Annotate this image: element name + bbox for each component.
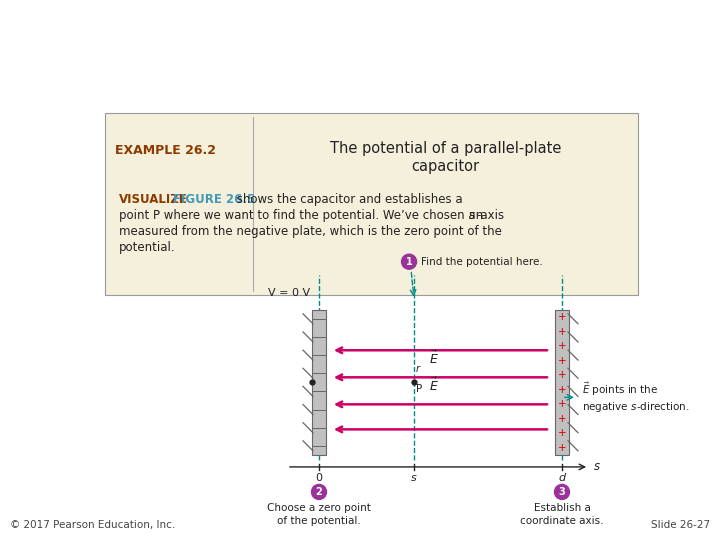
Text: s: s (411, 473, 417, 483)
Text: +: + (558, 399, 567, 409)
Text: Example 26.2 The Potential of a Parallel-Plate
Capacitor: Example 26.2 The Potential of a Parallel… (13, 14, 662, 66)
Text: © 2017 Pearson Education, Inc.: © 2017 Pearson Education, Inc. (10, 520, 175, 530)
Circle shape (554, 484, 570, 500)
Bar (555, 310, 569, 455)
Text: +: + (558, 312, 567, 322)
Text: s: s (469, 208, 475, 221)
Text: measured from the negative plate, which is the zero point of the: measured from the negative plate, which … (119, 225, 502, 238)
Text: +: + (558, 443, 567, 453)
Text: EXAMPLE 26.2: EXAMPLE 26.2 (115, 144, 216, 157)
Text: coordinate axis.: coordinate axis. (521, 516, 604, 526)
Text: point P where we want to find the potential. We’ve chosen an: point P where we want to find the potent… (119, 208, 487, 221)
Bar (312, 310, 326, 455)
Text: P: P (416, 384, 423, 394)
Text: +: + (558, 414, 567, 423)
Text: Find the potential here.: Find the potential here. (421, 256, 543, 267)
Circle shape (402, 254, 417, 269)
Text: capacitor: capacitor (411, 159, 480, 173)
Text: 0: 0 (315, 473, 323, 483)
Text: 1: 1 (405, 256, 413, 267)
Text: Establish a: Establish a (534, 503, 590, 513)
Text: +: + (558, 327, 567, 336)
Text: 2: 2 (315, 487, 323, 497)
Text: +: + (558, 370, 567, 380)
Text: s: s (594, 461, 600, 474)
Text: shows the capacitor and establishes a: shows the capacitor and establishes a (233, 193, 463, 206)
Text: +: + (558, 384, 567, 395)
Text: V = 0 V: V = 0 V (268, 288, 310, 298)
Text: r: r (416, 364, 420, 374)
Text: 3: 3 (559, 487, 565, 497)
Bar (105, 112, 638, 295)
Text: $\vec{E}$: $\vec{E}$ (428, 350, 438, 367)
Circle shape (312, 484, 326, 500)
Text: +: + (558, 355, 567, 366)
Text: The potential of a parallel-plate: The potential of a parallel-plate (330, 140, 561, 156)
Text: +: + (558, 341, 567, 351)
Text: VISUALIZE: VISUALIZE (119, 193, 188, 206)
Text: potential.: potential. (119, 241, 176, 254)
Text: Slide 26-27: Slide 26-27 (651, 520, 710, 530)
Text: $\vec{E}$: $\vec{E}$ (428, 377, 438, 394)
Text: of the potential.: of the potential. (277, 516, 361, 526)
Text: $\vec{E}$ points in the
negative $s$-direction.: $\vec{E}$ points in the negative $s$-dir… (582, 381, 690, 414)
Text: d: d (559, 473, 566, 483)
Text: FIGURE 26.5: FIGURE 26.5 (173, 193, 256, 206)
Text: -axis: -axis (476, 208, 504, 221)
Text: Choose a zero point: Choose a zero point (267, 503, 371, 513)
Text: +: + (558, 428, 567, 438)
